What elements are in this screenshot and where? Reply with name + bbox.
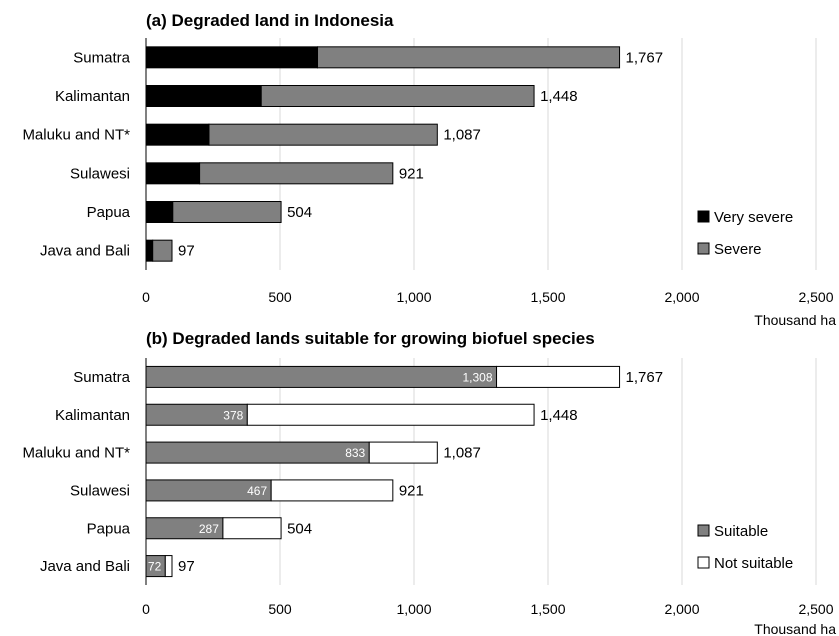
x-axis-unit-label: Thousand ha: [754, 312, 836, 328]
bar-data-label: 833: [345, 446, 365, 460]
x-axis-unit-label: Thousand ha: [754, 621, 836, 636]
bar-data-label: 467: [247, 484, 267, 498]
category-label: Maluku and NT*: [22, 445, 130, 462]
bar-segment-very-severe: [145, 201, 174, 223]
category-label: Sulawesi: [70, 165, 130, 182]
legend-swatch-very-severe: [697, 210, 710, 223]
chart-panel-b: (b) Degraded lands suitable for growing …: [22, 329, 836, 636]
category-label: Sumatra: [73, 49, 130, 66]
x-tick-label: 500: [268, 601, 292, 617]
bar-segment-severe: [208, 123, 438, 146]
legend-label: Suitable: [714, 523, 768, 540]
bar-segment-very-severe: [145, 85, 262, 107]
bar-total-label: 921: [399, 482, 424, 499]
legend-label: Very severe: [714, 209, 793, 226]
chart-title: (a) Degraded land in Indonesia: [146, 11, 394, 30]
bar-segment-severe: [199, 162, 394, 185]
x-tick-label: 2,000: [664, 289, 699, 305]
chart-panel-a: (a) Degraded land in Indonesia 0 500 1,000 1…: [22, 11, 836, 328]
category-label: Java and Bali: [40, 558, 130, 575]
x-tick-label: 2,500: [798, 289, 833, 305]
category-label: Sulawesi: [70, 482, 130, 499]
chart-title: (b) Degraded lands suitable for growing …: [146, 329, 595, 348]
x-tick-label: 2,500: [798, 601, 833, 617]
bar-segment-severe: [152, 239, 173, 262]
bar-total-label: 1,448: [540, 407, 578, 424]
bar-data-label: 378: [223, 408, 243, 422]
category-label: Papua: [87, 520, 131, 537]
category-label: Papua: [87, 204, 131, 221]
category-label: Kalimantan: [55, 88, 130, 105]
bar-total-label: 1,448: [540, 88, 578, 105]
bar-data-label: 72: [148, 560, 162, 574]
x-tick-label: 1,000: [396, 601, 431, 617]
legend-label: Not suitable: [714, 555, 793, 572]
bar-total-label: 1,767: [626, 49, 664, 66]
bar-segment-very-severe: [145, 162, 201, 185]
bar-total-label: 504: [287, 204, 312, 221]
x-tick-label: 1,500: [530, 289, 565, 305]
bar-segment-not-suitable: [270, 479, 394, 502]
x-tick-label: 500: [268, 289, 292, 305]
legend-swatch-suitable: [697, 524, 710, 537]
bar-segment-not-suitable: [222, 517, 282, 540]
x-tick-label: 0: [142, 289, 150, 305]
bar-segment-very-severe: [145, 46, 319, 69]
bar-data-label: 287: [199, 522, 219, 536]
legend-swatch-severe: [697, 242, 710, 255]
category-label: Java and Bali: [40, 243, 130, 260]
bar-segment-not-suitable: [496, 365, 621, 388]
bar-segment-very-severe: [145, 123, 210, 146]
x-tick-label: 2,000: [664, 601, 699, 617]
bar-segment-severe: [172, 201, 282, 223]
bar-total-label: 97: [178, 558, 195, 575]
legend-label: Severe: [714, 241, 762, 258]
bar-total-label: 1,087: [443, 445, 481, 462]
bar-total-label: 921: [399, 165, 424, 182]
bar-segment-not-suitable: [164, 555, 173, 578]
legend-swatch-not-suitable: [697, 556, 710, 569]
bar-segment-severe: [317, 46, 621, 69]
bar-segment-not-suitable: [368, 441, 438, 464]
bar-total-label: 1,767: [626, 369, 664, 386]
bar-segment-suitable: [145, 365, 498, 388]
bar-total-label: 97: [178, 243, 195, 260]
category-label: Sumatra: [73, 369, 130, 386]
category-label: Maluku and NT*: [22, 127, 130, 144]
bar-data-label: 1,308: [463, 370, 493, 384]
category-label: Kalimantan: [55, 407, 130, 424]
bar-total-label: 1,087: [443, 127, 481, 144]
x-tick-label: 1,000: [396, 289, 431, 305]
bar-segment-suitable: [145, 441, 370, 464]
bar-segment-not-suitable: [246, 403, 535, 426]
bar-total-label: 504: [287, 520, 312, 537]
bar-segment-very-severe: [145, 239, 154, 262]
x-tick-label: 1,500: [530, 601, 565, 617]
x-tick-label: 0: [142, 601, 150, 617]
bar-segment-severe: [260, 85, 535, 107]
